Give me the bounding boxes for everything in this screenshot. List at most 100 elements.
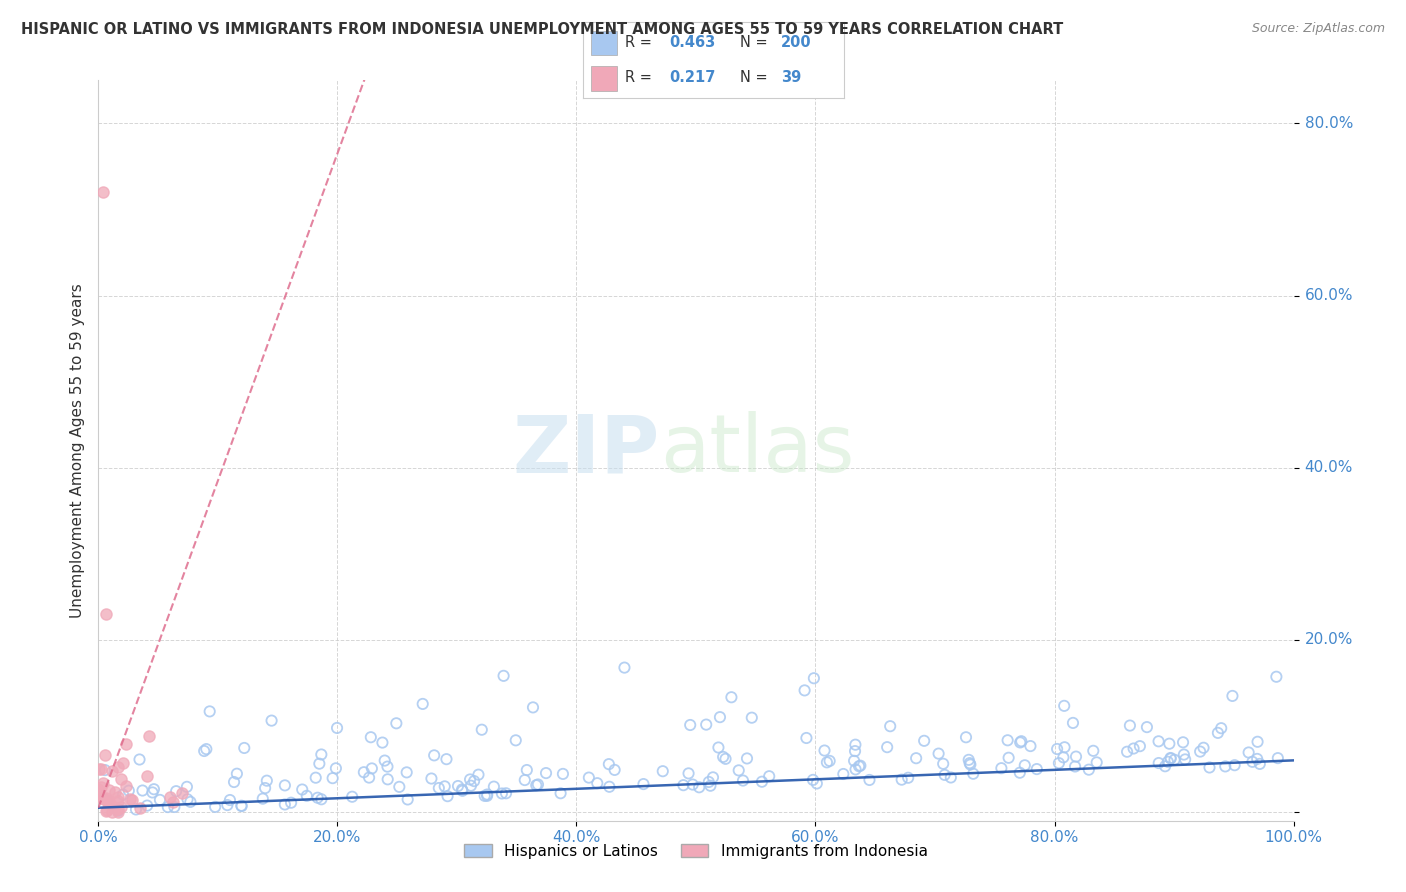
Point <box>598 780 620 794</box>
Text: R =: R = <box>626 35 652 50</box>
Point <box>91 791 114 805</box>
Point <box>311 747 333 762</box>
Point <box>311 792 333 806</box>
Point <box>142 782 165 797</box>
Point <box>912 734 935 748</box>
Text: R =: R = <box>626 70 652 85</box>
Text: 39: 39 <box>782 70 801 85</box>
Point <box>198 705 221 719</box>
Point <box>876 740 898 755</box>
Point <box>118 783 141 797</box>
Point <box>1129 739 1152 754</box>
Y-axis label: Unemployment Among Ages 55 to 59 years: Unemployment Among Ages 55 to 59 years <box>69 283 84 618</box>
Point <box>359 771 381 785</box>
Point <box>436 752 458 766</box>
Point <box>731 773 754 788</box>
Point <box>1189 745 1212 759</box>
Point <box>505 733 527 747</box>
Point <box>274 778 297 792</box>
Point <box>842 754 865 768</box>
Point <box>395 765 418 780</box>
Point <box>796 731 818 745</box>
Text: 0.217: 0.217 <box>669 70 716 85</box>
Point <box>1122 741 1144 756</box>
Text: 20.0%: 20.0% <box>1305 632 1353 648</box>
Point <box>997 751 1019 765</box>
Point <box>291 782 314 797</box>
Point <box>679 718 702 732</box>
Point <box>1246 735 1268 749</box>
Point <box>524 778 547 792</box>
Point <box>709 710 731 724</box>
Point <box>1116 745 1139 759</box>
Point <box>107 789 129 804</box>
Point <box>107 760 129 774</box>
Point <box>96 794 118 808</box>
Point <box>433 780 456 794</box>
Point <box>110 772 132 787</box>
Point <box>1171 735 1194 749</box>
Text: atlas: atlas <box>661 411 855 490</box>
Point <box>477 788 499 802</box>
Point <box>100 764 122 778</box>
Point <box>815 756 838 770</box>
FancyBboxPatch shape <box>592 66 617 91</box>
Point <box>295 789 318 803</box>
Text: N =: N = <box>740 70 768 85</box>
Point <box>475 789 498 803</box>
Point <box>427 780 450 795</box>
Point <box>107 802 129 816</box>
Point <box>225 766 247 780</box>
Point <box>252 791 274 805</box>
Point <box>1053 698 1076 713</box>
Point <box>420 772 443 786</box>
Point <box>682 778 704 792</box>
Point <box>104 784 127 798</box>
Point <box>233 741 256 756</box>
Point <box>388 780 411 794</box>
Point <box>222 775 245 789</box>
Point <box>87 762 110 776</box>
Point <box>256 773 278 788</box>
Point <box>156 800 179 814</box>
Point <box>90 762 112 776</box>
Point <box>1198 760 1220 774</box>
Point <box>1241 755 1264 769</box>
Point <box>1160 751 1182 765</box>
Point <box>603 763 626 777</box>
Point <box>1163 753 1185 767</box>
Point <box>848 759 870 773</box>
Point <box>423 748 446 763</box>
Point <box>96 804 118 818</box>
Point <box>720 690 742 705</box>
Point <box>467 767 489 781</box>
Point <box>990 761 1012 775</box>
Point <box>1010 734 1032 748</box>
Point <box>162 795 184 809</box>
Point <box>879 719 901 733</box>
Point <box>451 782 474 797</box>
Point <box>377 772 399 787</box>
Point <box>858 772 880 787</box>
Point <box>491 787 513 801</box>
Point <box>396 792 419 806</box>
Point <box>305 771 328 785</box>
Point <box>274 797 297 812</box>
Point <box>91 776 114 790</box>
Point <box>758 769 780 783</box>
Point <box>1237 746 1260 760</box>
Point <box>801 772 824 787</box>
Point <box>1157 755 1180 769</box>
Point <box>959 756 981 771</box>
Point <box>735 751 758 765</box>
Point <box>1159 737 1181 751</box>
Point <box>803 671 825 685</box>
Point <box>1173 747 1195 762</box>
Point <box>1223 758 1246 772</box>
Point <box>1083 744 1105 758</box>
Point <box>105 802 128 816</box>
Point <box>340 789 363 804</box>
Point <box>260 714 283 728</box>
Point <box>165 784 187 798</box>
Point <box>688 780 710 795</box>
